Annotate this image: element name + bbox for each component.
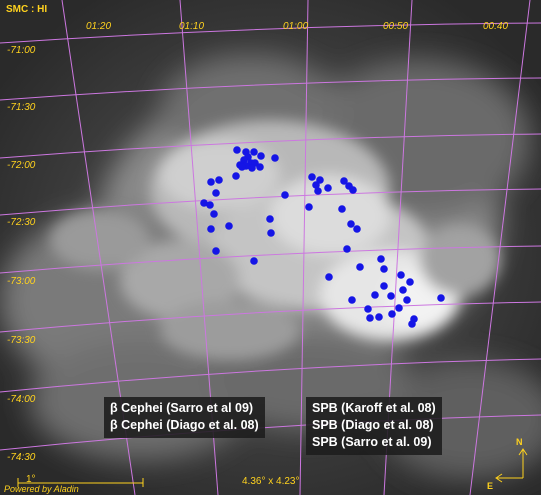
dec-line-74-30 xyxy=(0,414,541,451)
ra-line-01-00 xyxy=(299,0,309,495)
star-marker[interactable] xyxy=(375,313,383,321)
star-marker[interactable] xyxy=(207,178,215,186)
star-marker[interactable] xyxy=(371,291,379,299)
star-marker[interactable] xyxy=(397,271,405,279)
dec-tick-73-30: -73:30 xyxy=(7,335,36,346)
star-marker[interactable] xyxy=(380,282,388,290)
star-marker[interactable] xyxy=(250,257,258,265)
star-marker[interactable] xyxy=(200,199,208,207)
star-marker[interactable] xyxy=(212,189,220,197)
star-marker[interactable] xyxy=(408,320,416,328)
star-marker[interactable] xyxy=(387,292,395,300)
star-marker[interactable] xyxy=(215,176,223,184)
legend-spb: SPB (Karoff et al. 08) SPB (Diago et al.… xyxy=(306,397,442,455)
ra-line-00-40 xyxy=(469,0,531,495)
star-marker[interactable] xyxy=(377,255,385,263)
dec-line-74-00 xyxy=(0,358,541,393)
field-of-view: 4.36° x 4.23° xyxy=(242,476,300,487)
star-marker[interactable] xyxy=(353,225,361,233)
ra-tick-01-10: 01:10 xyxy=(179,21,205,32)
dec-line-71-00 xyxy=(0,22,541,44)
dec-tick-74-00: -74:00 xyxy=(7,394,36,405)
dec-line-73-30 xyxy=(0,301,541,333)
star-marker[interactable] xyxy=(395,304,403,312)
ra-tick-00-40: 00:40 xyxy=(483,21,509,32)
star-marker[interactable] xyxy=(206,201,214,209)
legend-item: SPB (Sarro et al. 09) xyxy=(312,435,432,449)
star-markers[interactable] xyxy=(200,146,445,328)
star-marker[interactable] xyxy=(324,184,332,192)
powered-by-aladin-link[interactable]: Powered by Aladin xyxy=(4,484,79,494)
star-marker[interactable] xyxy=(364,305,372,313)
star-marker[interactable] xyxy=(380,265,388,273)
star-marker[interactable] xyxy=(314,187,322,195)
scale-bar xyxy=(17,478,144,487)
dec-tick-74-30: -74:30 xyxy=(7,452,36,463)
star-marker[interactable] xyxy=(232,172,240,180)
compass-arrows xyxy=(495,448,528,483)
star-marker[interactable] xyxy=(271,154,279,162)
compass-north-label: N xyxy=(516,437,523,447)
dec-tick-72-30: -72:30 xyxy=(7,217,36,228)
dec-tick-71-00: -71:00 xyxy=(7,45,36,56)
dec-line-71-30 xyxy=(0,77,541,101)
star-marker[interactable] xyxy=(399,286,407,294)
star-marker[interactable] xyxy=(248,164,256,172)
star-marker[interactable] xyxy=(225,222,233,230)
star-marker[interactable] xyxy=(250,148,258,156)
star-marker[interactable] xyxy=(340,177,348,185)
scale-label: 1° xyxy=(26,474,36,485)
star-marker[interactable] xyxy=(347,220,355,228)
star-marker[interactable] xyxy=(305,203,313,211)
dec-line-72-30 xyxy=(0,188,541,216)
star-marker[interactable] xyxy=(403,296,411,304)
dec-tick-73-00: -73:00 xyxy=(7,276,36,287)
star-marker[interactable] xyxy=(308,173,316,181)
dec-line-72-00 xyxy=(0,133,541,159)
legend-item: SPB (Karoff et al. 08) xyxy=(312,401,436,415)
star-marker[interactable] xyxy=(343,245,351,253)
star-marker[interactable] xyxy=(267,229,275,237)
star-marker[interactable] xyxy=(406,278,414,286)
ra-tick-01-20: 01:20 xyxy=(86,21,112,32)
star-marker[interactable] xyxy=(349,186,357,194)
survey-label: SMC : HI xyxy=(6,4,48,15)
star-marker[interactable] xyxy=(316,176,324,184)
compass-east-label: E xyxy=(487,481,494,491)
star-marker[interactable] xyxy=(207,225,215,233)
dec-line-73-00 xyxy=(0,245,541,274)
star-marker[interactable] xyxy=(233,146,241,154)
legend-item: β Cephei (Sarro et al 09) xyxy=(110,401,254,415)
ra-tick-00-50: 00:50 xyxy=(383,21,409,32)
star-marker[interactable] xyxy=(348,296,356,304)
star-marker[interactable] xyxy=(356,263,364,271)
ra-tick-01-00: 01:00 xyxy=(283,21,309,32)
star-marker[interactable] xyxy=(256,163,264,171)
star-marker[interactable] xyxy=(266,215,274,223)
dec-tick-71-30: -71:30 xyxy=(7,102,36,113)
star-marker[interactable] xyxy=(281,191,289,199)
dec-tick-72-00: -72:00 xyxy=(7,160,36,171)
star-marker[interactable] xyxy=(257,152,265,160)
star-marker[interactable] xyxy=(437,294,445,302)
star-marker[interactable] xyxy=(210,210,218,218)
legend-item: β Cephei (Diago et al. 08) xyxy=(110,418,259,432)
legend-beta-cephei: β Cephei (Sarro et al 09) β Cephei (Diag… xyxy=(104,397,265,438)
star-marker[interactable] xyxy=(338,205,346,213)
star-marker[interactable] xyxy=(212,247,220,255)
star-marker[interactable] xyxy=(366,314,374,322)
star-marker[interactable] xyxy=(388,310,396,318)
star-marker[interactable] xyxy=(238,163,246,171)
star-marker[interactable] xyxy=(325,273,333,281)
legend-item: SPB (Diago et al. 08) xyxy=(312,418,434,432)
